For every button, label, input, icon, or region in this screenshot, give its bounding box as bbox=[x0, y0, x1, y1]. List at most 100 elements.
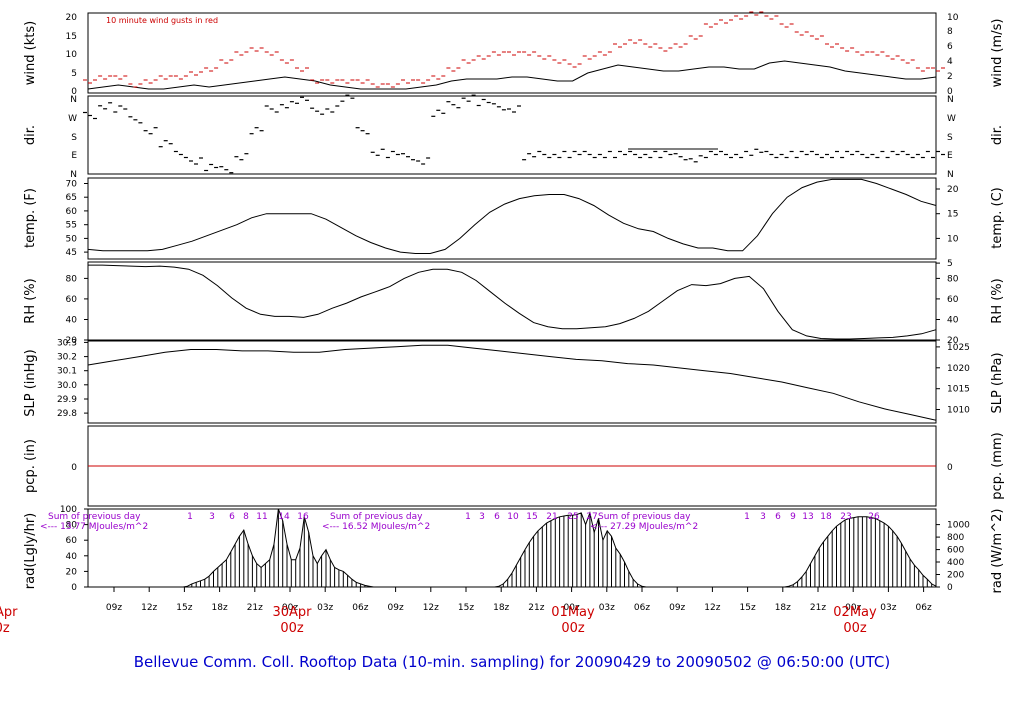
date-label-hour: 00z bbox=[561, 621, 585, 636]
rh-ylabel-right: RH (%) bbox=[990, 278, 1005, 323]
x-tick-label: 12z bbox=[423, 603, 439, 613]
dir-left-tick-0: N bbox=[70, 95, 77, 105]
x-tick-label: 21z bbox=[810, 603, 826, 613]
rad-hour-label: 18 bbox=[820, 512, 832, 522]
rh-left-tick-1: 40 bbox=[66, 316, 78, 326]
rh-left-tick-3: 80 bbox=[66, 274, 78, 284]
slp-left-tick-4: 30.2 bbox=[57, 353, 77, 363]
x-tick-label: 03z bbox=[317, 603, 333, 613]
x-tick-label: 06z bbox=[634, 603, 650, 613]
slp-line bbox=[87, 344, 937, 421]
rh-right-tick-2: 60 bbox=[947, 295, 959, 305]
slp-right-tick-2: 1020 bbox=[947, 364, 970, 374]
slp-marks bbox=[87, 344, 937, 421]
slp-panel: SLP (inHg) SLP (hPa) 29.8 29.9 30.0 30.1 30.… bbox=[23, 338, 1005, 424]
temp-marks bbox=[87, 178, 937, 254]
rh-right-tick-0: 20 bbox=[947, 336, 959, 346]
slp-left-tick-0: 29.8 bbox=[57, 409, 77, 419]
x-tick-label: 03z bbox=[599, 603, 615, 613]
rad-hour-label: 6 bbox=[229, 512, 235, 522]
rad-hour-label: 3 bbox=[760, 512, 766, 522]
wind-marks bbox=[83, 11, 945, 90]
x-tick-label: 18z bbox=[493, 603, 509, 613]
rad-right-tick-4: 800 bbox=[947, 533, 964, 543]
rad-hour-label: 14 bbox=[278, 512, 290, 522]
x-tick-label: 12z bbox=[141, 603, 157, 613]
temp-right-tick-1: 10 bbox=[947, 234, 959, 244]
wind-left-tick-0: 0 bbox=[71, 87, 77, 97]
x-tick-label: 09z bbox=[388, 603, 404, 613]
temp-right-tick-3: 20 bbox=[947, 185, 959, 195]
slp-ticks: 29.8 29.9 30.0 30.1 30.2 30.3 1010 1015 1020 1025 bbox=[57, 338, 970, 419]
temp-ticks: 45 50 55 60 65 70 5 10 15 20 bbox=[66, 180, 959, 270]
rad-ylabel-right: rad (W/m^2) bbox=[990, 509, 1005, 594]
temp-left-tick-2: 55 bbox=[66, 221, 77, 231]
x-tick-label: 15z bbox=[176, 603, 192, 613]
wind-ylabel-right: wind (m/s) bbox=[990, 19, 1005, 88]
dir-right-tick-0: N bbox=[947, 95, 954, 105]
rad-annotation-line2: <--- 27.29 MJoules/m^2 bbox=[590, 522, 698, 532]
x-tick-label: 09z bbox=[106, 603, 122, 613]
rad-hour-label: 6 bbox=[494, 512, 500, 522]
rh-right-tick-3: 80 bbox=[947, 274, 959, 284]
date-label-day: 30Apr bbox=[272, 605, 312, 620]
wind-right-tick-3: 6 bbox=[947, 42, 953, 52]
rad-hour-label: 26 bbox=[868, 512, 880, 522]
rad-hour-label: 16 bbox=[297, 512, 309, 522]
slp-ylabel-right: SLP (hPa) bbox=[990, 352, 1005, 413]
temp-left-tick-0: 45 bbox=[66, 248, 77, 258]
x-tick-label: 21z bbox=[528, 603, 544, 613]
dir-left-tick-4: N bbox=[70, 170, 77, 180]
rad-hour-label: 1 bbox=[187, 512, 193, 522]
dir-left-tick-3: E bbox=[71, 151, 77, 161]
temp-ylabel-right: temp. (C) bbox=[990, 187, 1005, 249]
rad-right-tick-2: 400 bbox=[947, 558, 964, 568]
temp-left-tick-4: 65 bbox=[66, 193, 77, 203]
dir-plot-frame bbox=[87, 95, 937, 175]
temp-right-tick-2: 15 bbox=[947, 210, 958, 220]
dir-right-tick-4: N bbox=[947, 170, 954, 180]
rad-annotation-line1: Sum of previous day bbox=[598, 512, 691, 522]
rad-hour-label: 9 bbox=[790, 512, 796, 522]
rad-hour-label: 3 bbox=[209, 512, 215, 522]
slp-left-tick-1: 29.9 bbox=[57, 395, 77, 405]
wind-plot-frame bbox=[87, 12, 937, 94]
x-tick-label: 12z bbox=[704, 603, 720, 613]
date-label-day: 02May bbox=[833, 605, 877, 620]
rh-panel: RH (%) RH (%) 20 40 60 80 20 40 60 80 bbox=[23, 261, 1005, 346]
rad-left-tick-1: 20 bbox=[66, 567, 78, 577]
rad-hour-label: 10 bbox=[507, 512, 519, 522]
x-tick-label: 21z bbox=[247, 603, 263, 613]
rad-marks bbox=[88, 508, 937, 588]
dir-left-tick-2: S bbox=[71, 133, 77, 143]
rh-plot-frame bbox=[87, 261, 937, 341]
wind-right-tick-0: 0 bbox=[947, 87, 953, 97]
x-tick-label: 15z bbox=[740, 603, 756, 613]
rad-hour-label: 1 bbox=[744, 512, 750, 522]
rad-hour-label: 25 bbox=[567, 512, 578, 522]
slp-left-tick-3: 30.1 bbox=[57, 367, 77, 377]
wind-left-tick-1: 5 bbox=[71, 69, 77, 79]
rh-line bbox=[88, 264, 937, 340]
rad-hour-label: 23 bbox=[840, 512, 851, 522]
x-tick-label: 03z bbox=[880, 603, 896, 613]
pcp-ylabel-right: pcp. (mm) bbox=[990, 432, 1005, 499]
rh-left-tick-0: 20 bbox=[66, 336, 78, 346]
dir-right-tick-3: E bbox=[947, 151, 953, 161]
wind-right-tick-1: 2 bbox=[947, 72, 953, 82]
slp-left-tick-2: 30.0 bbox=[57, 381, 77, 391]
dir-right-tick-1: W bbox=[947, 114, 956, 124]
rh-left-tick-2: 60 bbox=[66, 295, 78, 305]
dir-right-tick-2: S bbox=[947, 133, 953, 143]
rad-right-tick-0: 0 bbox=[947, 583, 953, 593]
date-label-day: 29Apr bbox=[0, 605, 18, 620]
wind-panel: wind (kts) wind (m/s) 10 minute wind gus… bbox=[23, 11, 1005, 97]
rh-ylabel-left: RH (%) bbox=[23, 278, 38, 323]
wind-right-tick-4: 8 bbox=[947, 27, 953, 37]
rad-hour-label: 21 bbox=[546, 512, 557, 522]
wind-left-tick-3: 15 bbox=[66, 32, 77, 42]
slp-ylabel-left: SLP (inHg) bbox=[23, 349, 38, 417]
wind-left-tick-4: 20 bbox=[66, 13, 78, 23]
